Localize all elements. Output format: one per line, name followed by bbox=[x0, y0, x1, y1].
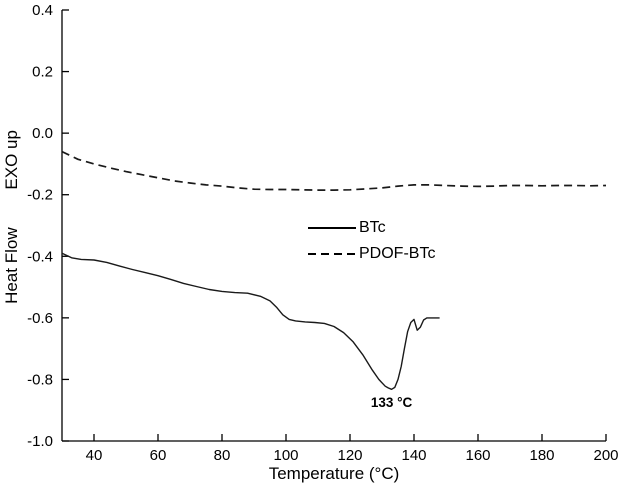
legend: BTc PDOF-BTc bbox=[308, 215, 435, 267]
legend-entry-pdof-btc: PDOF-BTc bbox=[308, 241, 435, 267]
svg-text:0.4: 0.4 bbox=[32, 2, 53, 19]
svg-text:-0.4: -0.4 bbox=[27, 248, 53, 265]
legend-label-pdof-btc: PDOF-BTc bbox=[359, 245, 436, 262]
legend-dashed-line-icon bbox=[308, 253, 356, 255]
svg-text:0.2: 0.2 bbox=[32, 64, 53, 81]
series-pdof-btc bbox=[61, 150, 607, 191]
legend-solid-line-icon bbox=[308, 227, 356, 229]
svg-text:180: 180 bbox=[529, 447, 554, 464]
svg-text:100: 100 bbox=[273, 447, 298, 464]
y-axis-label: Heat Flow EXO up bbox=[2, 130, 21, 304]
svg-text:0.0: 0.0 bbox=[32, 125, 53, 142]
svg-text:60: 60 bbox=[150, 447, 167, 464]
svg-text:40: 40 bbox=[86, 447, 103, 464]
svg-text:140: 140 bbox=[401, 447, 426, 464]
svg-text:-1.0: -1.0 bbox=[27, 433, 53, 450]
svg-text:-0.8: -0.8 bbox=[27, 371, 53, 388]
legend-entry-btc: BTc bbox=[308, 215, 435, 241]
svg-text:-0.2: -0.2 bbox=[27, 187, 53, 204]
peak-annotation: 133 °C bbox=[370, 394, 413, 410]
svg-text:160: 160 bbox=[465, 447, 490, 464]
series-btc bbox=[61, 252, 440, 390]
svg-text:-0.6: -0.6 bbox=[27, 310, 53, 327]
svg-text:200: 200 bbox=[593, 447, 618, 464]
legend-label-btc: BTc bbox=[359, 219, 386, 236]
x-axis-label: Temperature (°C) bbox=[268, 464, 400, 483]
svg-text:120: 120 bbox=[337, 447, 362, 464]
svg-text:80: 80 bbox=[214, 447, 231, 464]
